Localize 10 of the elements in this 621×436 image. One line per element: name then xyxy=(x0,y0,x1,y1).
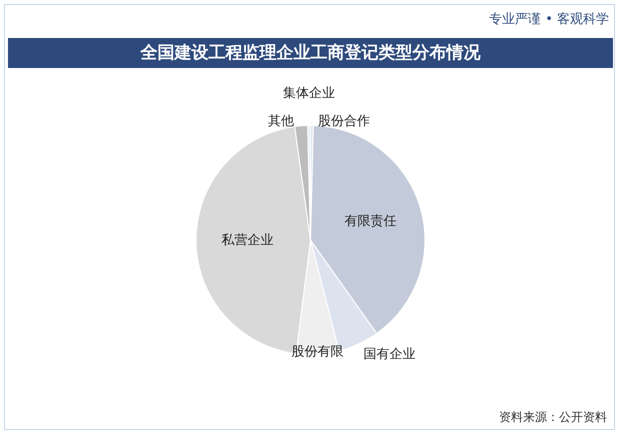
slice-label: 集体企业 xyxy=(283,86,336,101)
slice-label: 有限责任 xyxy=(344,214,397,230)
slice-label: 其他 xyxy=(268,114,294,129)
text: 专业严谨 • 客观科学 xyxy=(489,11,609,28)
slice-label: 国有企业 xyxy=(364,347,416,362)
slice-label: 私营企业 xyxy=(222,232,274,248)
slice-label: 股份有限 xyxy=(292,344,344,360)
slice-label: 股份合作 xyxy=(318,114,370,129)
chart-title: 全国建设工程监理企业工商登记类型分布情况 xyxy=(8,38,613,68)
text: 资料来源：公开资料 xyxy=(499,409,607,426)
